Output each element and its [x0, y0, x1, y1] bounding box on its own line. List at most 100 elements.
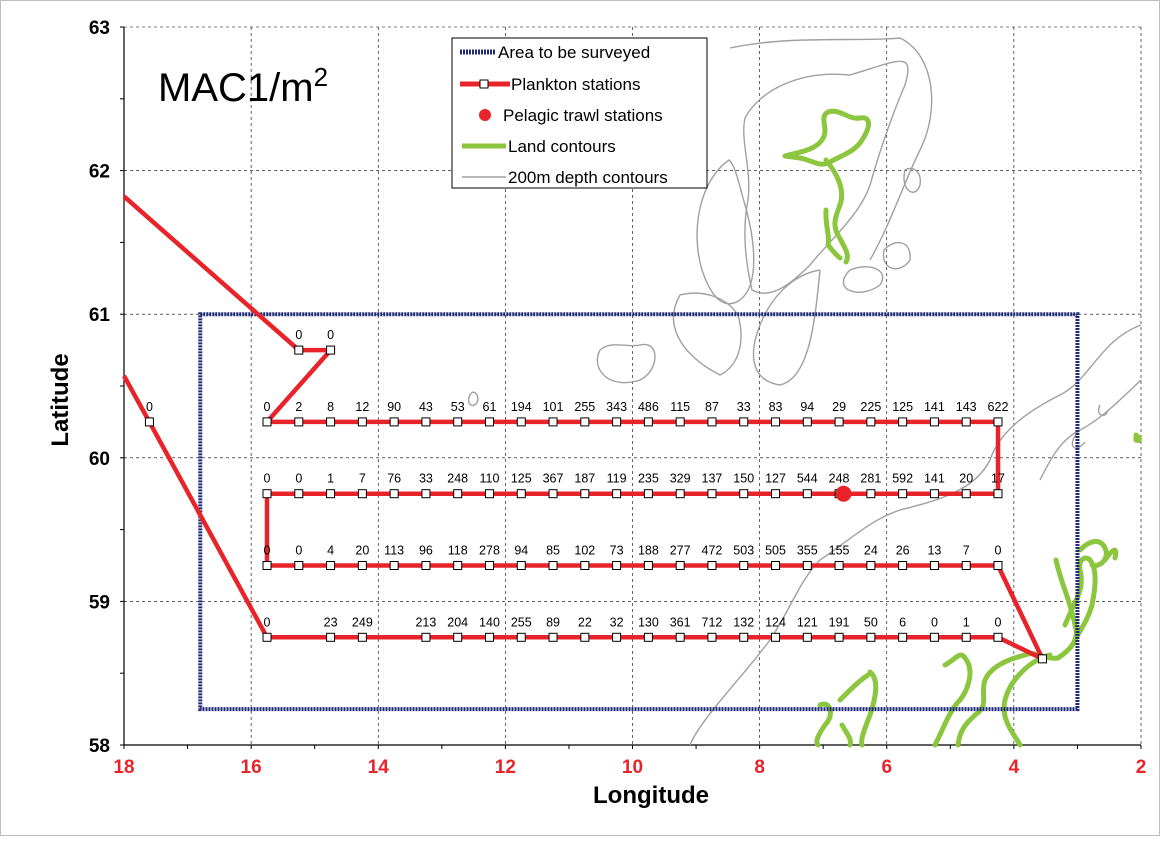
plankton-station	[898, 561, 908, 570]
station-value-label: 7	[963, 544, 970, 558]
station-value-label: 4	[327, 544, 334, 558]
grid	[120, 26, 1142, 749]
land-contour	[1077, 539, 1109, 569]
plankton-station	[484, 632, 494, 642]
x-tick-label: 18	[113, 757, 134, 778]
plankton-station	[326, 489, 336, 499]
y-tick-label: 60	[89, 449, 110, 470]
plankton-station	[453, 632, 463, 642]
legend-plankton-label: Plankton stations	[511, 75, 640, 94]
land-contour	[823, 207, 843, 261]
plankton-station	[484, 561, 494, 570]
station-value-label: 90	[387, 400, 401, 414]
pelagic-trawl-station	[835, 485, 852, 502]
legend-trawl-label: Pelagic trawl stations	[503, 106, 663, 125]
plankton-station	[834, 561, 844, 570]
plankton-station	[580, 632, 590, 642]
station-value-label: 101	[543, 400, 564, 414]
station-value-label: 124	[765, 615, 786, 629]
y-tick-label: 59	[89, 592, 110, 613]
station-value-label: 204	[447, 615, 468, 629]
station-value-label: 0	[264, 544, 271, 558]
depth-contour	[752, 269, 821, 386]
station-value-label: 544	[797, 472, 818, 486]
y-axis-title: Latitude	[47, 353, 74, 446]
legend-land-label: Land contours	[508, 137, 616, 156]
station-value-label: 20	[355, 544, 369, 558]
depth-contour	[882, 241, 911, 270]
plankton-station	[548, 489, 558, 499]
station-value-label: 85	[546, 544, 560, 558]
station-value-label: 43	[419, 400, 433, 414]
land-contour	[839, 722, 853, 748]
plankton-station	[389, 561, 399, 570]
station-value-label: 248	[829, 472, 850, 486]
plankton-station	[548, 417, 558, 427]
station-value-label: 7	[359, 472, 366, 486]
station-value-label: 249	[352, 615, 373, 629]
station-value-label: 2	[295, 400, 302, 414]
plankton-station	[675, 632, 685, 642]
station-value-label: 29	[832, 400, 846, 414]
station-value-label: 115	[670, 400, 690, 414]
station-value-label: 225	[860, 400, 881, 414]
depth-contour	[673, 292, 742, 376]
plankton-station	[929, 632, 939, 642]
station-value-label: 255	[511, 615, 532, 629]
plankton-station	[643, 632, 653, 642]
plankton-station	[961, 632, 971, 642]
plankton-station	[612, 489, 622, 499]
plankton-station	[262, 561, 272, 570]
plankton-station	[961, 417, 971, 427]
station-value-label: 8	[327, 400, 334, 414]
station-labels: 0 00 2 8 12 90 43 53 61 194 101 255 343 486 115 87 33 83 9…	[146, 328, 1009, 629]
plankton-station	[675, 489, 685, 499]
plankton-station	[516, 489, 526, 499]
station-value-label: 32	[610, 615, 624, 629]
land-contour	[1001, 652, 1053, 748]
station-value-label: 0	[295, 472, 302, 486]
station-value-label: 53	[451, 400, 465, 414]
station-value-label: 188	[638, 544, 659, 558]
station-value-label: 248	[447, 472, 468, 486]
station-value-label: 76	[387, 472, 401, 486]
legend-area-label: Area to be surveyed	[498, 43, 650, 62]
station-value-label: 278	[479, 544, 500, 558]
land-contours	[782, 108, 1142, 748]
station-value-label: 0	[327, 328, 334, 342]
plankton-station	[771, 417, 781, 427]
plankton-station	[580, 561, 590, 570]
plankton-station	[612, 632, 622, 642]
plankton-station	[326, 561, 336, 570]
plankton-station	[834, 632, 844, 642]
legend-depth-label: 200m depth contours	[508, 168, 668, 187]
plankton-station	[802, 489, 812, 499]
depth-contour	[468, 391, 479, 407]
station-value-label: 343	[606, 400, 627, 414]
y-tick-label: 61	[89, 305, 111, 326]
plankton-track	[122, 194, 1048, 664]
station-value-label: 191	[829, 615, 850, 629]
station-value-label: 0	[264, 615, 271, 629]
station-value-label: 24	[864, 544, 878, 558]
station-value-label: 1	[963, 615, 970, 629]
station-value-label: 33	[419, 472, 433, 486]
plankton-station	[707, 561, 717, 570]
station-value-label: 0	[264, 400, 271, 414]
legend-plankton-marker	[479, 79, 489, 89]
station-value-label: 6	[899, 615, 906, 629]
station-value-label: 0	[995, 544, 1002, 558]
depth-contour	[743, 60, 909, 294]
plankton-station	[453, 417, 463, 427]
station-value-label: 277	[670, 544, 691, 558]
land-contour	[1102, 547, 1119, 563]
x-tick-label: 12	[495, 757, 516, 778]
plankton-station	[961, 489, 971, 499]
plankton-track-line	[122, 194, 1048, 664]
x-tick-label: 6	[881, 757, 892, 778]
plankton-station	[612, 417, 622, 427]
plankton-station	[802, 632, 812, 642]
land-contour	[1062, 555, 1098, 643]
station-value-label: 50	[864, 615, 878, 629]
